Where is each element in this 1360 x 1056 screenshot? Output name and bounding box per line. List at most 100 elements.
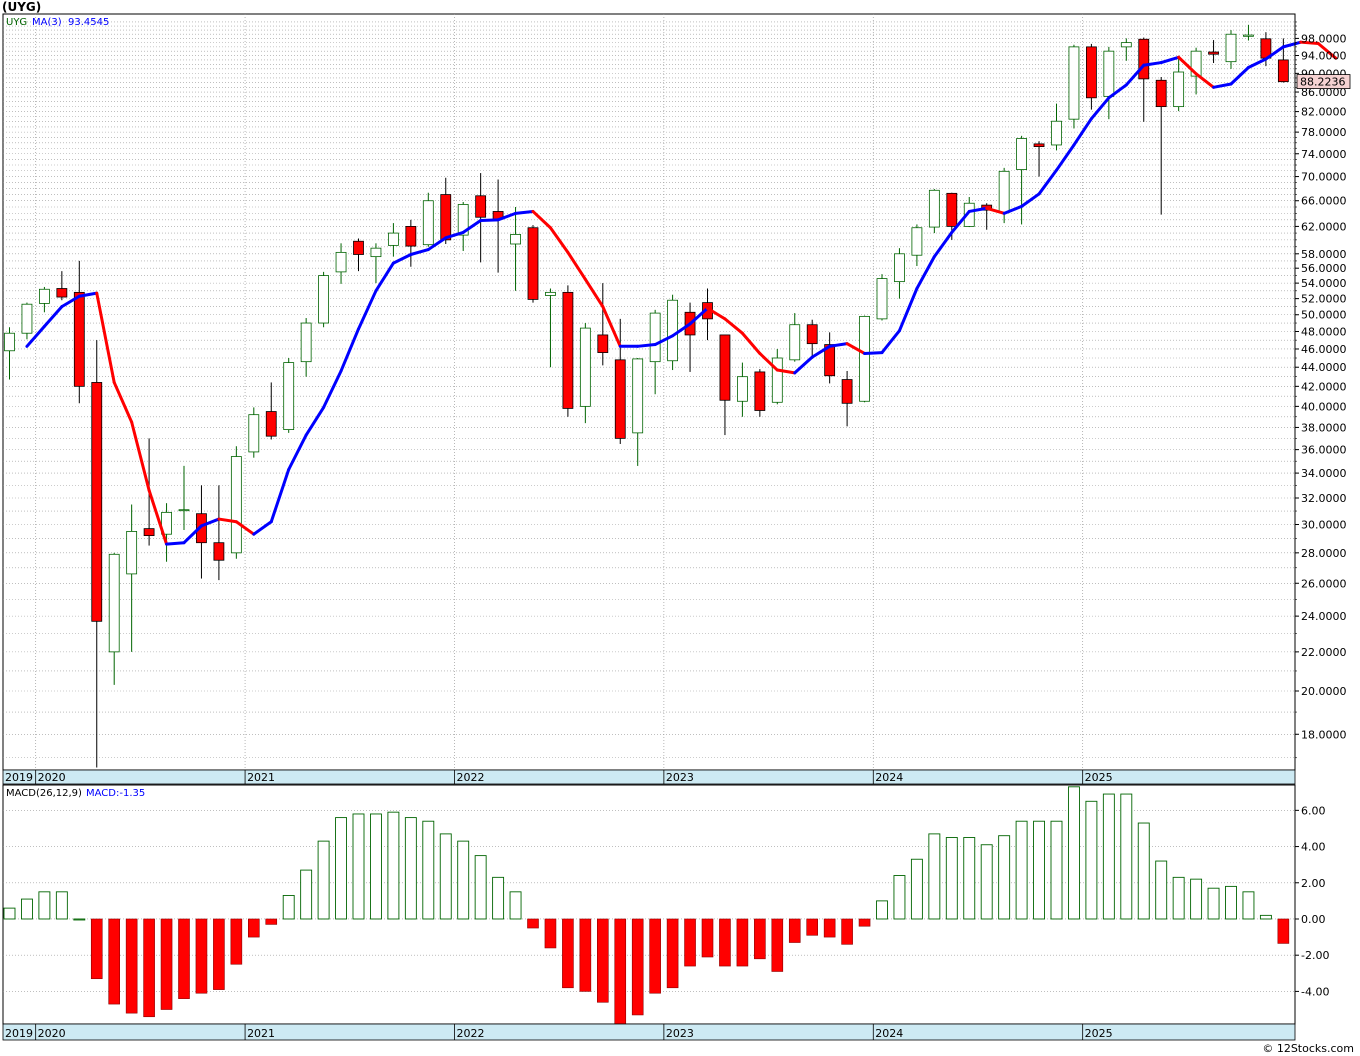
ma-segment bbox=[723, 317, 744, 335]
ma-segment bbox=[182, 524, 203, 545]
candle-body bbox=[108, 553, 120, 653]
candle-up bbox=[667, 294, 678, 371]
ma-segment bbox=[322, 369, 343, 409]
ma-segment bbox=[1281, 40, 1303, 49]
macd-tick-label: 6.00 bbox=[1301, 804, 1326, 817]
ma-segment bbox=[1299, 40, 1320, 45]
candle-down bbox=[754, 369, 766, 417]
macd-bar-negative bbox=[823, 918, 836, 938]
macd-tick-label: 4.00 bbox=[1301, 841, 1326, 854]
macd-bar-positive bbox=[300, 869, 313, 920]
macd-bar-positive bbox=[928, 833, 941, 920]
candle-down bbox=[824, 332, 836, 384]
candle-up bbox=[859, 315, 870, 403]
candle-down bbox=[213, 485, 225, 581]
macd-tick-label: 0.00 bbox=[1301, 913, 1326, 926]
macd-bar-negative bbox=[90, 918, 103, 980]
candle-up bbox=[1120, 38, 1132, 61]
year-label: 2025 bbox=[1085, 771, 1113, 784]
ma-segment bbox=[426, 236, 448, 252]
ma-segment bbox=[479, 218, 500, 222]
macd-bar-negative bbox=[754, 918, 766, 960]
macd-bar-positive bbox=[492, 876, 505, 920]
macd-bar-positive bbox=[1155, 860, 1168, 920]
price-y-axis: 18.0000 20.0000 22.0000 24.0000 26.0000 28.00… bbox=[1294, 14, 1351, 770]
ma-segment bbox=[775, 368, 797, 375]
candle-body bbox=[56, 288, 68, 298]
ma-segment bbox=[706, 306, 727, 321]
candle-up bbox=[387, 223, 399, 257]
candle-body bbox=[1225, 33, 1237, 63]
candle-body bbox=[1243, 34, 1254, 37]
candle-body bbox=[632, 358, 644, 434]
candle-up bbox=[1051, 103, 1062, 151]
candle-body bbox=[824, 344, 836, 377]
candle-body bbox=[265, 411, 277, 437]
candle-body bbox=[579, 327, 591, 407]
ma-segment bbox=[1159, 55, 1181, 65]
candle-body bbox=[387, 232, 399, 246]
macd-bar-negative bbox=[788, 918, 801, 943]
price-tick-label: 24.0000 bbox=[1301, 610, 1347, 623]
candle-up bbox=[318, 271, 330, 328]
candle-down bbox=[719, 334, 731, 436]
macd-bar-negative bbox=[230, 918, 243, 965]
candle-down bbox=[527, 225, 539, 303]
macd-bar-positive bbox=[1172, 876, 1185, 920]
year-label: 2020 bbox=[38, 771, 66, 784]
candle-down bbox=[56, 271, 68, 301]
macd-bar-positive bbox=[1225, 885, 1237, 920]
ma-segment bbox=[740, 331, 762, 355]
ma-segment bbox=[915, 255, 936, 290]
macd-bar-positive bbox=[998, 835, 1011, 920]
candle-body bbox=[614, 359, 626, 439]
macd-bar-positive bbox=[1137, 822, 1150, 920]
macd-bar-negative bbox=[579, 918, 592, 992]
candle-body bbox=[440, 194, 452, 241]
price-tick-label: 82.0000 bbox=[1301, 106, 1347, 119]
candle-down bbox=[73, 260, 85, 404]
candle-body bbox=[946, 192, 958, 227]
ma-segment bbox=[636, 343, 657, 348]
macd-bar-negative bbox=[527, 918, 539, 929]
ma-segment bbox=[932, 230, 954, 259]
year-label: 2023 bbox=[666, 771, 694, 784]
candle-up bbox=[1225, 30, 1237, 69]
macd-bar-negative bbox=[160, 918, 173, 1010]
candle-up bbox=[126, 504, 138, 652]
macd-bar-negative bbox=[596, 918, 609, 1003]
macd-bar-positive bbox=[876, 900, 888, 920]
candle-body bbox=[283, 362, 295, 431]
candle-body bbox=[73, 291, 85, 387]
candle-body bbox=[963, 202, 975, 227]
macd-bar-positive bbox=[1067, 786, 1080, 920]
price-tick-label: 26.0000 bbox=[1301, 577, 1347, 590]
last-price-box bbox=[1296, 74, 1351, 89]
ma-line bbox=[25, 40, 1338, 546]
macd-bar-positive bbox=[945, 837, 958, 920]
ma-segment bbox=[548, 226, 570, 254]
year-label: 2024 bbox=[875, 771, 903, 784]
macd-bar-positive bbox=[474, 855, 487, 920]
candle-down bbox=[353, 238, 364, 272]
macd-bar-positive bbox=[21, 898, 33, 920]
ma-segment bbox=[287, 433, 308, 472]
candle-up bbox=[108, 552, 120, 685]
candle-up bbox=[4, 327, 15, 380]
macd-bar-positive bbox=[1085, 800, 1098, 920]
price-plot-frame bbox=[2, 13, 1296, 771]
candle-up bbox=[1173, 57, 1185, 112]
candle-up bbox=[876, 274, 888, 321]
price-tick-label: 42.0000 bbox=[1301, 380, 1347, 393]
macd-bar-negative bbox=[736, 918, 749, 967]
price-tick-label: 54.0000 bbox=[1301, 277, 1347, 290]
year-label: 2022 bbox=[456, 771, 484, 784]
ma-segment bbox=[409, 248, 430, 257]
candle-body bbox=[545, 291, 556, 296]
macd-bar-positive bbox=[73, 918, 86, 921]
macd-bar-positive bbox=[893, 875, 906, 920]
macd-bar-positive bbox=[352, 813, 365, 920]
ma-segment bbox=[985, 206, 1006, 215]
macd-bar-positive bbox=[38, 891, 51, 920]
candle-body bbox=[1103, 50, 1115, 97]
